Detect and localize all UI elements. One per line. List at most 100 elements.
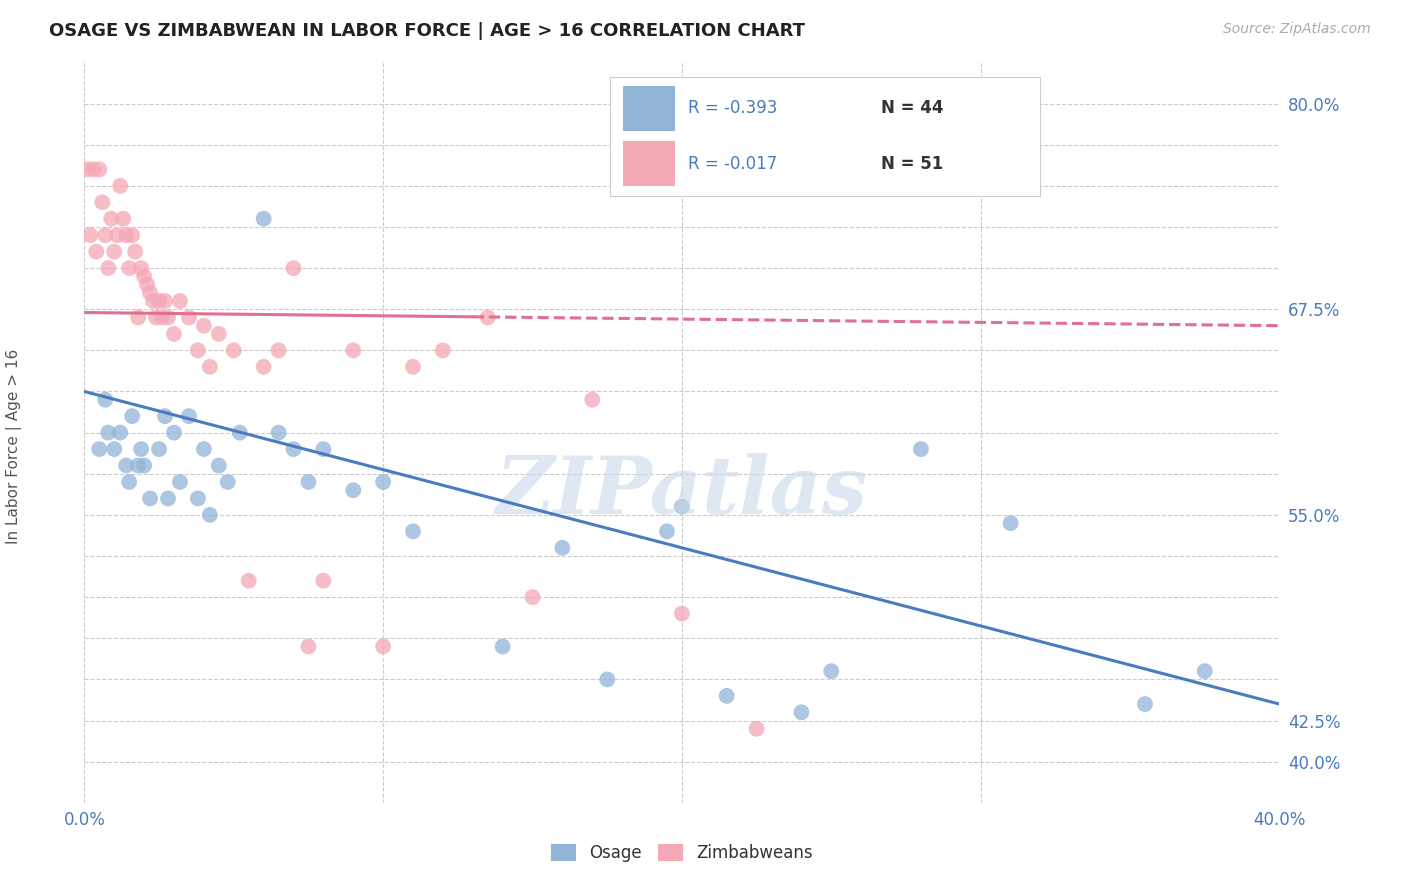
Point — [148, 293, 170, 308]
Point — [402, 359, 425, 374]
Point — [100, 211, 122, 226]
Point — [121, 409, 143, 424]
Point — [477, 310, 499, 325]
Point — [94, 392, 117, 407]
Point — [790, 706, 813, 720]
Point — [86, 244, 108, 259]
Point — [492, 640, 515, 654]
Point — [198, 508, 221, 522]
Point — [129, 261, 152, 276]
Point — [312, 442, 335, 456]
Point — [198, 359, 221, 374]
Point — [671, 500, 693, 514]
Point — [193, 442, 215, 456]
Text: In Labor Force | Age > 16: In Labor Force | Age > 16 — [6, 349, 22, 543]
Point — [402, 524, 425, 539]
Point — [127, 310, 149, 325]
Point — [163, 326, 186, 341]
Point — [1194, 664, 1216, 678]
Point — [97, 261, 120, 276]
Point — [118, 475, 141, 489]
Point — [118, 261, 141, 276]
Point — [132, 458, 156, 473]
Point — [342, 343, 364, 358]
Point — [157, 491, 180, 506]
Point — [222, 343, 245, 358]
Point — [655, 524, 678, 539]
Point — [132, 269, 156, 284]
Point — [115, 228, 138, 243]
Point — [1000, 516, 1022, 530]
Point — [373, 475, 395, 489]
Point — [177, 409, 200, 424]
Point — [148, 442, 170, 456]
Point — [253, 211, 276, 226]
Point — [103, 244, 125, 259]
Point — [187, 491, 209, 506]
Point — [253, 359, 276, 374]
Point — [745, 722, 768, 736]
Point — [522, 590, 544, 604]
Point — [121, 228, 143, 243]
Point — [124, 244, 146, 259]
Text: ZIPatlas: ZIPatlas — [496, 453, 868, 531]
Point — [105, 228, 128, 243]
Point — [716, 689, 738, 703]
Point — [97, 425, 120, 440]
Point — [312, 574, 335, 588]
Point — [153, 409, 176, 424]
Point — [283, 261, 305, 276]
Point — [115, 458, 138, 473]
Point — [596, 673, 619, 687]
Point — [89, 162, 111, 177]
Text: Source: ZipAtlas.com: Source: ZipAtlas.com — [1223, 22, 1371, 37]
Point — [297, 475, 319, 489]
Point — [1133, 697, 1156, 711]
Point — [142, 293, 165, 308]
Point — [112, 211, 135, 226]
Point — [103, 442, 125, 456]
Point — [150, 310, 173, 325]
Point — [217, 475, 239, 489]
Text: OSAGE VS ZIMBABWEAN IN LABOR FORCE | AGE > 16 CORRELATION CHART: OSAGE VS ZIMBABWEAN IN LABOR FORCE | AGE… — [49, 22, 806, 40]
Point — [145, 310, 167, 325]
Point — [169, 475, 191, 489]
Point — [267, 425, 290, 440]
Point — [82, 162, 104, 177]
Point — [136, 277, 159, 292]
Point — [163, 425, 186, 440]
Point — [551, 541, 574, 555]
Point — [91, 195, 114, 210]
Point — [129, 442, 152, 456]
Point — [820, 664, 842, 678]
Point — [267, 343, 290, 358]
Point — [94, 228, 117, 243]
Point — [139, 491, 162, 506]
Point — [193, 318, 215, 333]
Point — [432, 343, 454, 358]
Point — [342, 483, 364, 498]
Point — [127, 458, 149, 473]
Point — [110, 425, 132, 440]
Point — [79, 228, 101, 243]
Point — [153, 293, 176, 308]
Point — [373, 640, 395, 654]
Point — [283, 442, 305, 456]
Point — [89, 442, 111, 456]
Point — [169, 293, 191, 308]
Point — [910, 442, 932, 456]
Legend: Osage, Zimbabweans: Osage, Zimbabweans — [544, 837, 820, 869]
Point — [297, 640, 319, 654]
Point — [208, 458, 231, 473]
Point — [157, 310, 180, 325]
Point — [238, 574, 260, 588]
Point — [139, 285, 162, 300]
Point — [228, 425, 252, 440]
Point — [581, 392, 603, 407]
Point — [76, 162, 98, 177]
Point — [177, 310, 200, 325]
Point — [671, 607, 693, 621]
Point — [208, 326, 231, 341]
Point — [110, 178, 132, 193]
Point — [187, 343, 209, 358]
